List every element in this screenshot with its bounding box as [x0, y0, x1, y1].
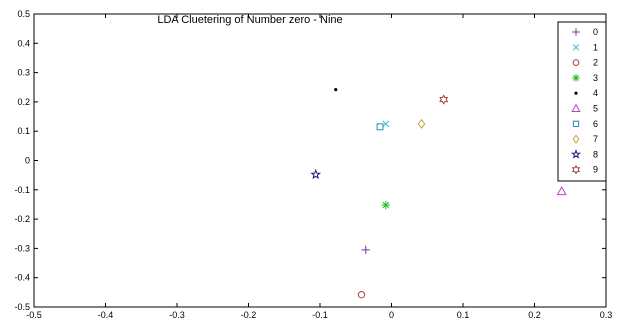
y-tick-label: -0.4	[14, 273, 30, 283]
y-tick-label: -0.2	[14, 214, 30, 224]
legend-label: 5	[593, 104, 598, 114]
x-tick-label: -0.4	[98, 310, 114, 320]
y-tick-label: 0.1	[17, 126, 30, 136]
x-tick-label: -0.2	[241, 310, 257, 320]
data-point-2	[357, 291, 366, 299]
legend-label: 9	[593, 165, 598, 175]
legend-marker-0	[572, 28, 580, 36]
y-tick-label: -0.3	[14, 243, 30, 253]
legend-label: 6	[593, 119, 598, 129]
legend: 0 1 2 3 4 5 6 7 8 9	[557, 21, 607, 182]
legend-label: 0	[593, 27, 598, 37]
y-tick-label: -0.1	[14, 185, 30, 195]
data-point-0	[361, 245, 370, 255]
legend-label: 7	[593, 134, 598, 144]
legend-marker-1	[572, 44, 580, 51]
data-point-8	[310, 168, 322, 180]
legend-label: 4	[593, 88, 598, 98]
data-point-5	[556, 186, 567, 196]
x-tick-label: 0.3	[600, 310, 613, 320]
data-points	[310, 87, 567, 299]
data-point-6	[376, 123, 384, 131]
data-point-9	[439, 94, 449, 105]
y-tick-label: 0.2	[17, 97, 30, 107]
x-tick-label: 0.2	[528, 310, 541, 320]
x-tick-label: -0.1	[312, 310, 328, 320]
legend-box	[557, 21, 607, 182]
chart-title: LDA Cluetering of Number zero - Nine	[157, 14, 342, 26]
legend-marker-7	[572, 134, 580, 144]
legend-marker-4	[574, 91, 578, 95]
legend-label: 1	[593, 42, 598, 52]
legend-marker-8	[571, 149, 581, 159]
legend-marker-5	[571, 103, 581, 113]
legend-label: 3	[593, 73, 598, 83]
y-tick-label: 0.5	[17, 9, 30, 19]
legend-marker-6	[572, 120, 580, 127]
data-point-7	[417, 118, 426, 129]
data-point-1	[382, 120, 390, 128]
data-point-3	[381, 200, 390, 210]
y-tick-label: -0.5	[14, 302, 30, 312]
legend-label: 8	[593, 149, 598, 159]
plot-area	[33, 13, 607, 308]
legend-marker-9	[571, 164, 581, 175]
x-axis: -0.5 -0.4 -0.3 -0.2 -0.1 0 0.1 0.2 0.3	[26, 14, 612, 320]
y-tick-label: 0	[25, 156, 30, 166]
y-axis: 0.5 0.4 0.3 0.2 0.1 0 -0.1 -0.2 -0.3 -0.4 -0.5	[14, 9, 606, 312]
data-point-4	[334, 87, 338, 92]
y-tick-label: 0.3	[17, 68, 30, 78]
legend-marker-2	[572, 59, 580, 66]
legend-marker-3	[572, 74, 580, 82]
x-tick-label: -0.3	[169, 310, 185, 320]
x-tick-label: 0.1	[457, 310, 470, 320]
legend-label: 2	[593, 58, 598, 68]
y-tick-label: 0.4	[17, 38, 30, 48]
x-tick-label: 0	[389, 310, 394, 320]
x-tick-label: -0.5	[26, 310, 42, 320]
